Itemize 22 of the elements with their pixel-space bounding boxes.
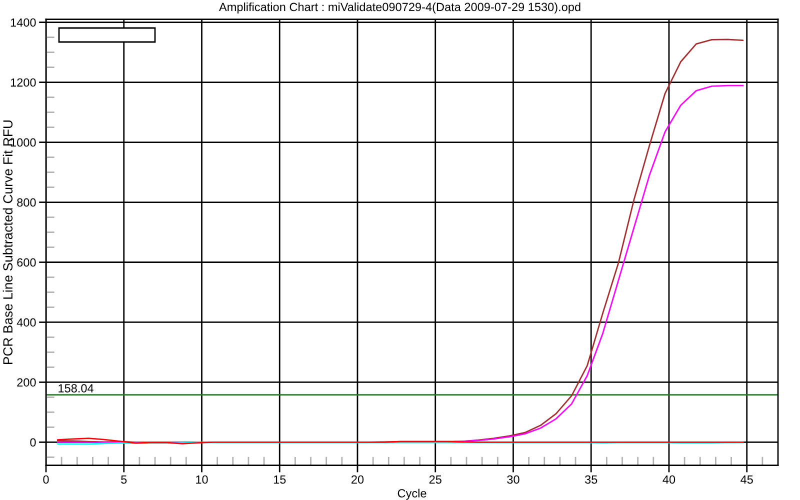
y-tick-label: 200 bbox=[17, 378, 36, 387]
x-tick-label: 45 bbox=[740, 475, 753, 484]
x-axis-title: Cycle bbox=[398, 488, 426, 500]
y-tick-label: 1400 bbox=[10, 18, 36, 27]
y-tick-label: 0 bbox=[30, 438, 36, 447]
x-tick-label: 40 bbox=[662, 475, 676, 484]
y-tick-label: 600 bbox=[17, 258, 36, 267]
ref-line-label: 158.04 bbox=[58, 384, 94, 392]
y-tick-label: 400 bbox=[16, 318, 36, 327]
x-tick-label: 5 bbox=[121, 475, 127, 484]
y-tick-label: 800 bbox=[17, 198, 36, 207]
x-tick-label: 20 bbox=[352, 475, 364, 484]
x-tick-label: 10 bbox=[196, 475, 208, 484]
y-tick-label: 1200 bbox=[10, 78, 36, 87]
x-tick-label: 25 bbox=[429, 475, 442, 484]
x-tick-label: 0 bbox=[43, 475, 49, 484]
chart-title: Amplification Chart : miValidate090729-4(Data 2009-07-29 1530).opd bbox=[219, 2, 580, 14]
x-tick-label: 15 bbox=[274, 475, 286, 484]
y-tick-label: 1000 bbox=[10, 138, 36, 147]
y-axis-title: PCR Base Line Subtracted Curve Fit RFU bbox=[2, 120, 13, 364]
x-tick-label: 30 bbox=[507, 475, 520, 484]
x-tick-label: 35 bbox=[584, 475, 598, 484]
